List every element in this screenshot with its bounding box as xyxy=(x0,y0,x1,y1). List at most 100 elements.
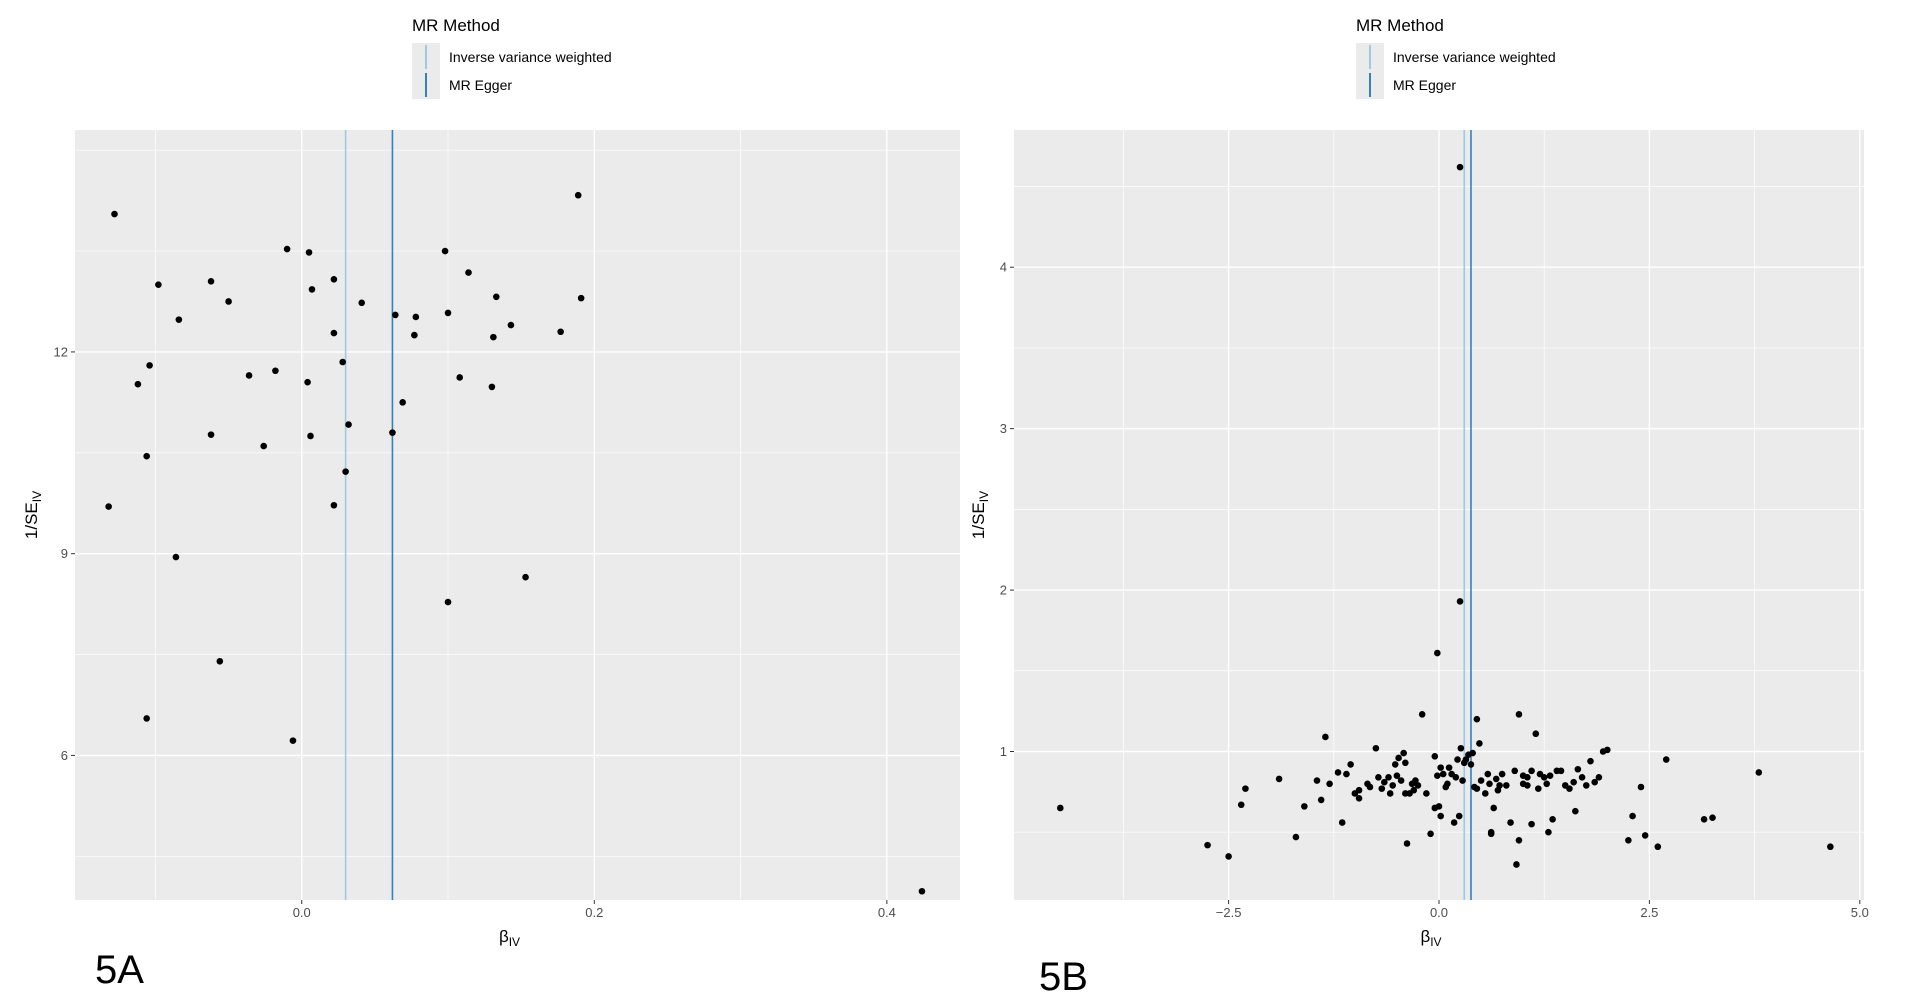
data-point xyxy=(1204,841,1211,849)
data-point xyxy=(1827,843,1834,851)
x-tick-label: 0.0 xyxy=(293,905,311,920)
x-axis-title: βIV xyxy=(499,927,520,949)
data-point xyxy=(1225,853,1232,860)
data-point xyxy=(1545,828,1552,836)
data-point xyxy=(1572,807,1579,815)
data-point xyxy=(1418,711,1426,718)
data-point xyxy=(260,442,268,450)
data-point xyxy=(1496,782,1503,789)
data-point xyxy=(1237,801,1245,809)
chart-panel-5a: MR Method Inverse variance weighted MR E… xyxy=(22,16,960,992)
chart-panel-5b: MR Method Inverse variance weighted MR E… xyxy=(960,0,1920,1000)
data-point xyxy=(918,887,926,895)
data-point xyxy=(1755,769,1763,776)
data-point xyxy=(1317,796,1325,804)
data-point xyxy=(1292,833,1300,841)
data-point xyxy=(1313,777,1321,784)
funnel-plot-5a: 0.0 0.2 0.4 6 9 12 βIV 1/SEIV xyxy=(22,130,960,949)
data-point xyxy=(1439,770,1447,778)
data-point xyxy=(1366,783,1374,791)
data-point xyxy=(1574,765,1582,773)
data-point xyxy=(1389,782,1397,789)
data-point xyxy=(1546,772,1554,780)
data-point xyxy=(1372,744,1380,752)
data-point xyxy=(444,598,452,606)
legend-title: MR Method xyxy=(412,16,500,35)
data-point xyxy=(1437,812,1444,820)
data-point xyxy=(412,313,420,321)
data-point xyxy=(1395,754,1402,762)
data-point xyxy=(1578,774,1586,781)
data-point xyxy=(1641,832,1649,839)
data-point xyxy=(389,429,396,436)
data-point xyxy=(1444,780,1451,788)
data-point xyxy=(1515,836,1523,844)
data-point xyxy=(1397,777,1405,784)
data-point xyxy=(1566,785,1573,792)
data-point xyxy=(175,316,183,323)
data-point xyxy=(172,553,180,561)
data-point xyxy=(1431,753,1439,760)
data-point xyxy=(488,383,496,391)
legend-item-ivw: Inverse variance weighted xyxy=(1356,43,1556,71)
y-tick-label: 3 xyxy=(1000,421,1007,436)
data-point xyxy=(1385,774,1392,781)
legend-label-ivw: Inverse variance weighted xyxy=(449,49,612,65)
data-point xyxy=(1595,774,1603,781)
data-point xyxy=(1435,803,1443,810)
data-point xyxy=(1434,649,1441,657)
data-point xyxy=(1275,775,1283,783)
legend-item-egger: MR Egger xyxy=(1356,71,1556,99)
data-point xyxy=(1477,777,1485,784)
data-point xyxy=(1301,803,1308,810)
data-point xyxy=(1532,730,1540,738)
data-point xyxy=(1481,790,1489,797)
data-point xyxy=(1549,815,1556,823)
data-point xyxy=(1662,756,1670,763)
y-tick-label: 6 xyxy=(61,748,68,763)
data-point xyxy=(1498,770,1506,778)
data-point xyxy=(1587,757,1594,765)
y-tick-label: 4 xyxy=(1000,260,1007,275)
data-point xyxy=(1540,774,1548,781)
data-point xyxy=(1625,836,1632,844)
data-point xyxy=(522,573,529,581)
data-point xyxy=(1334,769,1342,776)
y-tick-label: 1 xyxy=(1000,744,1007,759)
data-point xyxy=(444,309,452,317)
data-point xyxy=(492,293,500,301)
y-axis-title: 1/SEIV xyxy=(969,491,991,539)
data-point xyxy=(1450,819,1458,826)
data-point xyxy=(1528,820,1535,828)
data-point xyxy=(1456,163,1464,171)
data-point xyxy=(465,269,472,276)
data-point xyxy=(1437,764,1444,771)
data-point xyxy=(358,299,366,307)
legend-label-egger: MR Egger xyxy=(1393,77,1457,93)
data-point xyxy=(1528,767,1535,775)
data-point xyxy=(1511,767,1519,775)
data-point xyxy=(1400,749,1407,757)
data-point xyxy=(143,715,150,722)
data-point xyxy=(330,275,338,283)
data-point xyxy=(456,374,464,381)
data-point xyxy=(1535,785,1542,792)
legend-label-ivw: Inverse variance weighted xyxy=(1393,49,1556,65)
x-tick-label: 5.0 xyxy=(1851,905,1869,920)
data-point xyxy=(307,432,314,440)
data-point xyxy=(207,278,215,285)
data-point xyxy=(1457,744,1465,752)
legend-item-ivw: Inverse variance weighted xyxy=(412,43,612,71)
data-point xyxy=(1700,815,1708,823)
y-axis-title: 1/SEIV xyxy=(22,491,44,539)
data-point xyxy=(1513,861,1520,868)
data-point xyxy=(111,210,118,218)
x-axis-title: βIV xyxy=(1420,927,1441,949)
data-point xyxy=(1486,780,1493,788)
data-point xyxy=(1326,780,1333,788)
data-point xyxy=(1507,819,1514,826)
data-point xyxy=(1473,715,1481,723)
data-point xyxy=(1386,790,1394,797)
data-point xyxy=(392,311,399,319)
data-point xyxy=(272,367,279,375)
